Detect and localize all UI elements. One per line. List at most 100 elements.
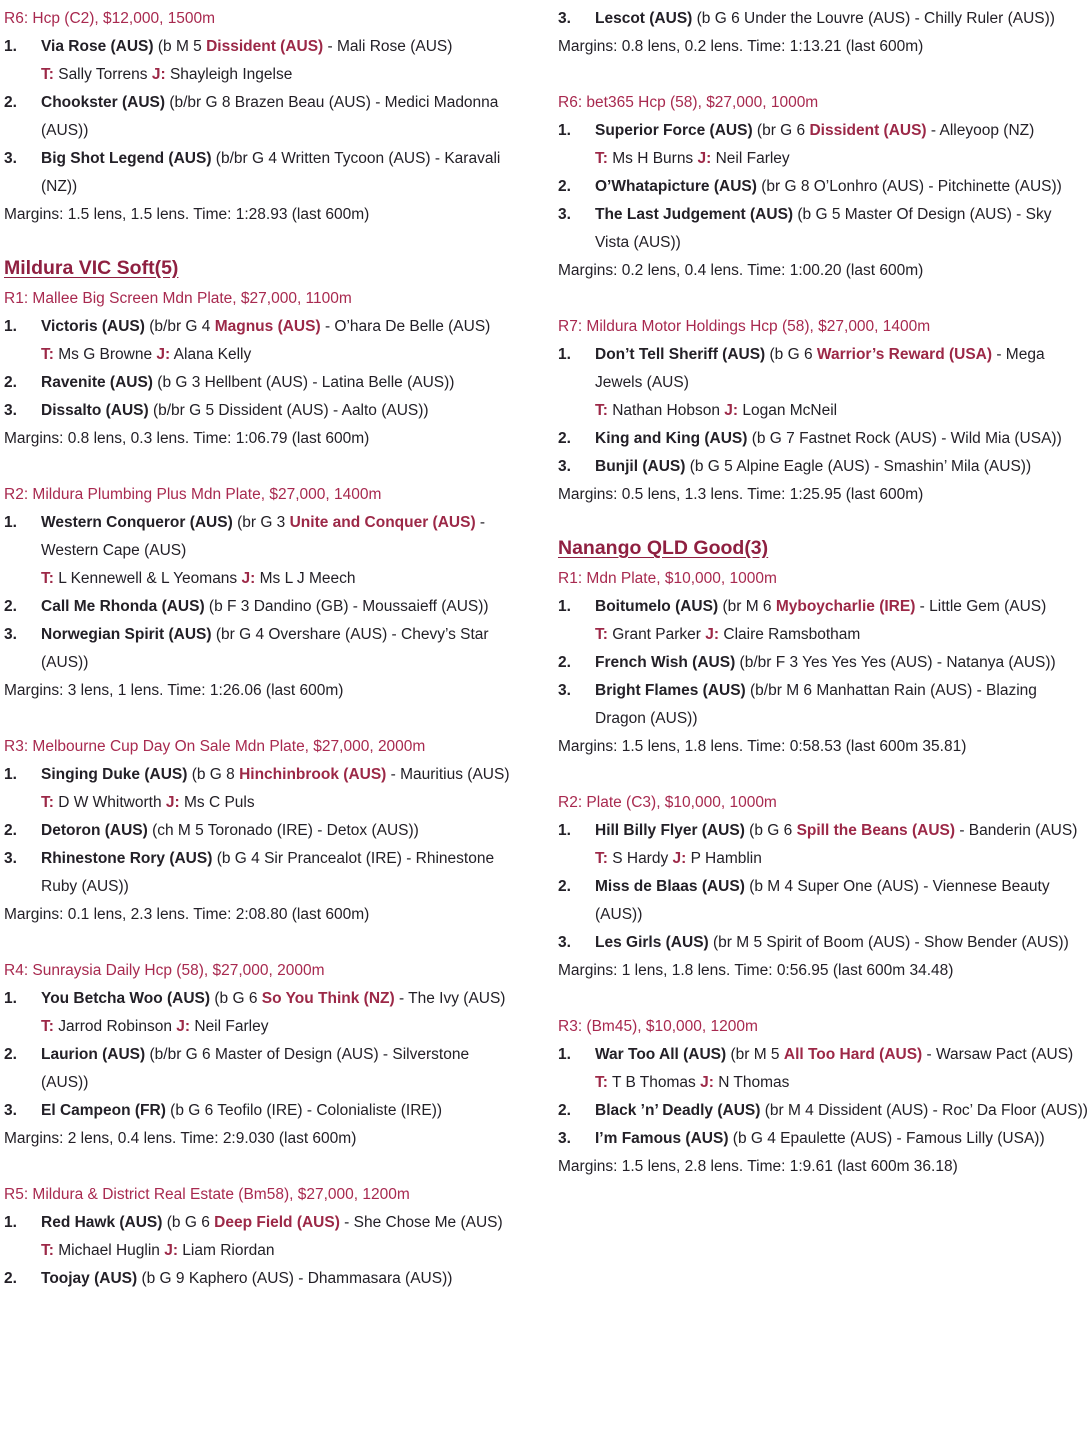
jockey-name: Claire Ramsbotham bbox=[719, 626, 861, 643]
horse-name: Les Girls (AUS) bbox=[595, 934, 713, 951]
place-number: 3. bbox=[4, 150, 17, 167]
jockey-label: J: bbox=[151, 66, 166, 83]
sire-name: Dissident (AUS) bbox=[809, 122, 927, 139]
trainer-jockey-line: T: D W Whitworth J: Ms C Puls bbox=[4, 789, 512, 817]
sire-name: Dissident (AUS) bbox=[206, 38, 324, 55]
result-entry: 1. War Too All (AUS) (br M 5 All Too Hard… bbox=[558, 1041, 1088, 1069]
horse-name: French Wish (AUS) bbox=[595, 654, 740, 671]
pedigree-text: (b/br G 6 Master of Design (AUS) - Silve… bbox=[41, 1046, 470, 1091]
horse-name: Dissalto (AUS) bbox=[41, 402, 153, 419]
result-entry: 3. El Campeon (FR) (b G 6 Teofilo (IRE) -… bbox=[4, 1097, 512, 1125]
pedigree-text: (b G 6 bbox=[749, 822, 797, 839]
pedigree-text: - Alleyoop (NZ) bbox=[926, 122, 1035, 139]
result-entry: 3. Les Girls (AUS) (br M 5 Spirit of Boom… bbox=[558, 929, 1088, 957]
pedigree-text: (b/br G 4 Written Tycoon (AUS) - Karaval… bbox=[41, 150, 501, 195]
jockey-name: P Hamblin bbox=[686, 850, 762, 867]
margins-line: Margins: 0.8 lens, 0.2 lens. Time: 1:13.… bbox=[558, 38, 924, 55]
horse-name: Norwegian Spirit (AUS) bbox=[41, 626, 216, 643]
pedigree-text: (b M 5 bbox=[157, 38, 207, 55]
place-number: 1. bbox=[4, 990, 17, 1007]
horse-name: Singing Duke (AUS) bbox=[41, 766, 192, 783]
horse-name: You Betcha Woo (AUS) bbox=[41, 990, 215, 1007]
jockey-label: J: bbox=[164, 1242, 178, 1259]
race-heading: R4: Sunraysia Daily Hcp (58), $27,000, 2… bbox=[4, 962, 325, 979]
pedigree-text: (b G 6 Under the Louvre (AUS) - Chilly R… bbox=[696, 10, 1055, 27]
result-entry: 1. Superior Force (AUS) (br G 6 Dissident… bbox=[558, 117, 1088, 145]
place-number: 2. bbox=[4, 822, 17, 839]
jockey-name: Neil Farley bbox=[190, 1018, 269, 1035]
horse-name: Don’t Tell Sheriff (AUS) bbox=[595, 346, 770, 363]
sire-name: Deep Field (AUS) bbox=[214, 1214, 340, 1231]
result-entry: 2. Chookster (AUS) (b/br G 8 Brazen Beau … bbox=[4, 89, 512, 145]
pedigree-text: (b G 6 bbox=[166, 1214, 215, 1231]
place-number: 2. bbox=[558, 178, 571, 195]
place-number: 2. bbox=[558, 1102, 571, 1119]
pedigree-text: (b G 9 Kaphero (AUS) - Dhammasara (AUS)) bbox=[141, 1270, 453, 1287]
horse-name: Toojay (AUS) bbox=[41, 1270, 142, 1287]
trainer-label: T: bbox=[41, 1018, 54, 1035]
race-heading: R2: Mildura Plumbing Plus Mdn Plate, $27… bbox=[4, 486, 382, 503]
jockey-name: Liam Riordan bbox=[178, 1242, 275, 1259]
pedigree-text: (b/br G 4 bbox=[149, 318, 215, 335]
trainer-jockey-line: T: T B Thomas J: N Thomas bbox=[558, 1069, 1088, 1097]
pedigree-text: (b G 5 Alpine Eagle (AUS) - Smashin’ Mil… bbox=[689, 458, 1032, 475]
pedigree-text: (b G 4 Sir Prancealot (IRE) - Rhinestone… bbox=[41, 850, 495, 895]
jockey-label: J: bbox=[176, 1018, 191, 1035]
jockey-name: Shayleigh Ingelse bbox=[165, 66, 293, 83]
horse-name: Via Rose (AUS) bbox=[41, 38, 158, 55]
result-entry: 2. Black ’n’ Deadly (AUS) (br M 4 Disside… bbox=[558, 1097, 1088, 1125]
place-number: 2. bbox=[558, 654, 571, 671]
result-entry: 1. Red Hawk (AUS) (b G 6 Deep Field (AUS)… bbox=[4, 1209, 512, 1237]
result-entry: 2. Call Me Rhonda (AUS) (b F 3 Dandino (G… bbox=[4, 593, 512, 621]
sire-name: All Too Hard (AUS) bbox=[783, 1046, 923, 1063]
place-number: 2. bbox=[4, 94, 17, 111]
sire-name: Unite and Conquer (AUS) bbox=[289, 514, 476, 531]
horse-name: Victoris (AUS) bbox=[41, 318, 150, 335]
jockey-label: J: bbox=[724, 402, 739, 419]
result-entry: 3. Rhinestone Rory (AUS) (b G 4 Sir Pranc… bbox=[4, 845, 512, 901]
jockey-label: J: bbox=[165, 794, 180, 811]
pedigree-text: (br M 5 Spirit of Boom (AUS) - Show Bend… bbox=[713, 934, 1069, 951]
place-number: 1. bbox=[4, 38, 17, 55]
horse-name: Big Shot Legend (AUS) bbox=[41, 150, 216, 167]
margins-line: Margins: 0.2 lens, 0.4 lens. Time: 1:00.… bbox=[558, 262, 924, 279]
horse-name: O’Whatapicture (AUS) bbox=[595, 178, 762, 195]
horse-name: I’m Famous (AUS) bbox=[595, 1130, 733, 1147]
trainer-jockey-line: T: Grant Parker J: Claire Ramsbotham bbox=[558, 621, 1088, 649]
trainer-label: T: bbox=[41, 794, 54, 811]
race-heading: R3: (Bm45), $10,000, 1200m bbox=[558, 1018, 758, 1035]
horse-name: Ravenite (AUS) bbox=[41, 374, 158, 391]
result-entry: 2. French Wish (AUS) (b/br F 3 Yes Yes Ye… bbox=[558, 649, 1088, 677]
jockey-label: J: bbox=[156, 346, 171, 363]
place-number: 3. bbox=[558, 206, 571, 223]
horse-name: Rhinestone Rory (AUS) bbox=[41, 850, 217, 867]
trainer-name: S Hardy bbox=[607, 850, 673, 867]
place-number: 3. bbox=[4, 626, 17, 643]
pedigree-text: (b M 4 Super One (AUS) - Viennese Beauty… bbox=[595, 878, 1050, 923]
pedigree-text: (b G 6 Teofilo (IRE) - Colonialiste (IRE… bbox=[170, 1102, 443, 1119]
trainer-label: T: bbox=[41, 570, 54, 587]
horse-name: Detoron (AUS) bbox=[41, 822, 153, 839]
place-number: 3. bbox=[558, 1130, 571, 1147]
result-entry: 2. Laurion (AUS) (b/br G 6 Master of Desi… bbox=[4, 1041, 512, 1097]
horse-name: King and King (AUS) bbox=[595, 430, 752, 447]
trainer-name: Sally Torrens bbox=[53, 66, 152, 83]
jockey-name: Ms L J Meech bbox=[255, 570, 356, 587]
trainer-name: Michael Huglin bbox=[53, 1242, 165, 1259]
pedigree-text: (b/br M 6 Manhattan Rain (AUS) - Blazing… bbox=[595, 682, 1037, 727]
jockey-label: J: bbox=[700, 1074, 714, 1091]
trainer-jockey-line: T: L Kennewell & L Yeomans J: Ms L J Mee… bbox=[4, 565, 512, 593]
trainer-label: T: bbox=[595, 402, 608, 419]
trainer-name: Ms H Burns bbox=[607, 150, 698, 167]
horse-name: Black ’n’ Deadly (AUS) bbox=[595, 1102, 765, 1119]
trainer-name: Nathan Hobson bbox=[607, 402, 725, 419]
horse-name: War Too All (AUS) bbox=[595, 1046, 731, 1063]
result-entry: 3. Lescot (AUS) (b G 6 Under the Louvre (… bbox=[558, 5, 1088, 33]
pedigree-text: - Mauritius (AUS) bbox=[386, 766, 510, 783]
horse-name: Miss de Blaas (AUS) bbox=[595, 878, 750, 895]
horse-name: Hill Billy Flyer (AUS) bbox=[595, 822, 750, 839]
trainer-label: T: bbox=[41, 66, 54, 83]
place-number: 1. bbox=[558, 1046, 571, 1063]
place-number: 1. bbox=[4, 514, 17, 531]
jockey-label: J: bbox=[241, 570, 256, 587]
